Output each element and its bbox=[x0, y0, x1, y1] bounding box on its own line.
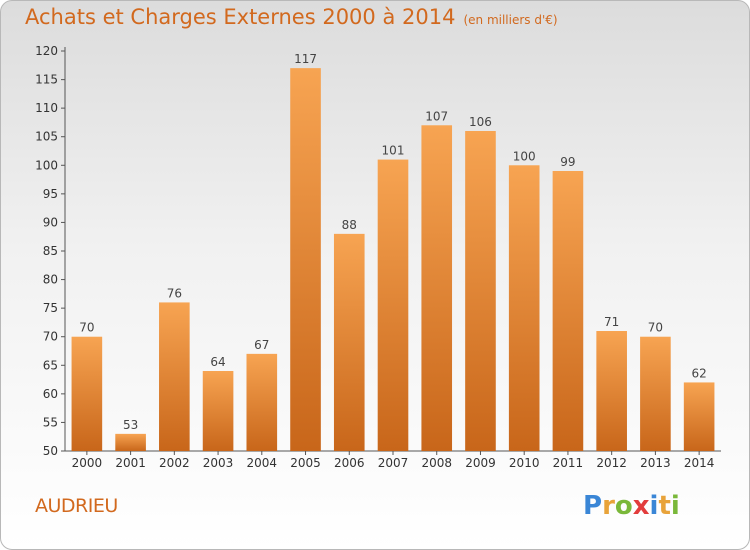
chart-bars bbox=[71, 68, 715, 452]
x-tick-label: 2001 bbox=[115, 456, 146, 470]
data-label-2008: 107 bbox=[425, 109, 448, 123]
bar-2008 bbox=[421, 125, 453, 452]
logo-letter: x bbox=[632, 491, 650, 521]
x-tick-label: 2008 bbox=[421, 456, 452, 470]
data-label-2004: 67 bbox=[254, 338, 269, 352]
data-label-2000: 70 bbox=[79, 321, 94, 335]
y-tick-label: 85 bbox=[43, 244, 58, 258]
data-label-2013: 70 bbox=[648, 321, 663, 335]
x-tick-label: 2014 bbox=[684, 456, 715, 470]
y-tick-label: 70 bbox=[43, 330, 58, 344]
data-label-2006: 88 bbox=[342, 218, 357, 232]
chart-axes: 50 55 60 65 70 75 80 85 90 95 100 105 110 115 120 2000 2… bbox=[35, 44, 721, 470]
chart-data-labels: 70 53 76 64 67 117 88 101 107 106 100 99 71 70 62 bbox=[79, 52, 707, 432]
y-tick-label: 50 bbox=[43, 444, 58, 458]
bar-2012 bbox=[596, 331, 627, 451]
chart-title-text: Achats et Charges Externes 2000 à 2014 bbox=[25, 5, 456, 29]
y-tick-label: 60 bbox=[43, 387, 58, 401]
logo-letter: r bbox=[602, 491, 615, 521]
bar-2013 bbox=[640, 336, 671, 451]
x-tick-label: 2009 bbox=[465, 456, 496, 470]
y-tick-label: 115 bbox=[35, 73, 58, 87]
bar-2002 bbox=[159, 302, 190, 451]
logo-letter: i bbox=[670, 491, 680, 521]
y-tick-label: 100 bbox=[35, 158, 58, 172]
y-tick-label: 105 bbox=[35, 130, 58, 144]
x-tick-label: 2013 bbox=[640, 456, 671, 470]
bar-2009 bbox=[465, 131, 496, 451]
bar-2007 bbox=[377, 159, 409, 452]
y-tick-label: 120 bbox=[35, 44, 58, 58]
data-label-2002: 76 bbox=[167, 286, 182, 300]
logo-letter: i bbox=[649, 491, 659, 521]
y-tick-label: 75 bbox=[43, 301, 58, 315]
proxiti-logo: Proxiti bbox=[583, 491, 680, 521]
bar-2011 bbox=[552, 171, 584, 451]
x-tick-label: 2002 bbox=[159, 456, 190, 470]
city-name: AUDRIEU bbox=[35, 495, 118, 517]
bar-2001 bbox=[115, 433, 146, 451]
data-label-2007: 101 bbox=[382, 144, 405, 158]
x-tick-label: 2000 bbox=[72, 456, 103, 470]
y-tick-label: 80 bbox=[43, 273, 58, 287]
y-tick-label: 65 bbox=[43, 358, 58, 372]
y-tick-label: 110 bbox=[35, 101, 58, 115]
x-tick-label: 2004 bbox=[247, 456, 278, 470]
data-label-2011: 99 bbox=[560, 155, 575, 169]
x-tick-label: 2003 bbox=[203, 456, 234, 470]
logo-letter: t bbox=[658, 491, 671, 521]
x-tick-label: 2005 bbox=[290, 456, 321, 470]
x-tick-label: 2011 bbox=[553, 456, 584, 470]
bar-2014 bbox=[683, 382, 715, 451]
data-label-2003: 64 bbox=[210, 355, 225, 369]
data-label-2001: 53 bbox=[123, 418, 138, 432]
x-tick-label: 2007 bbox=[378, 456, 409, 470]
bar-2006 bbox=[333, 233, 365, 451]
data-label-2014: 62 bbox=[691, 366, 706, 380]
logo-letter: P bbox=[583, 491, 603, 521]
x-tick-label: 2006 bbox=[334, 456, 365, 470]
bar-2003 bbox=[202, 371, 234, 451]
logo-letter: o bbox=[614, 491, 633, 521]
chart-title: Achats et Charges Externes 2000 à 2014 (e… bbox=[25, 5, 558, 29]
bar-2004 bbox=[246, 353, 278, 451]
bar-2000 bbox=[71, 336, 103, 451]
bar-2010 bbox=[508, 165, 540, 452]
bar-2005 bbox=[290, 68, 321, 452]
y-tick-label: 95 bbox=[43, 187, 58, 201]
y-tick-label: 90 bbox=[43, 215, 58, 229]
chart-unit: (en milliers d'€) bbox=[463, 13, 558, 27]
x-tick-label: 2010 bbox=[509, 456, 540, 470]
data-label-2010: 100 bbox=[513, 149, 536, 163]
y-tick-label: 55 bbox=[43, 415, 58, 429]
x-tick-label: 2012 bbox=[596, 456, 627, 470]
data-label-2009: 106 bbox=[469, 115, 492, 129]
data-label-2005: 117 bbox=[294, 52, 317, 66]
data-label-2012: 71 bbox=[604, 315, 619, 329]
